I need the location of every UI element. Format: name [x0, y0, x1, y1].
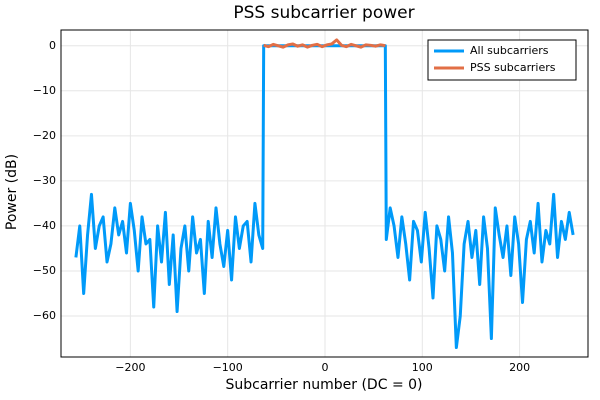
y-tick-label: −20: [33, 129, 56, 142]
y-tick-label: −60: [33, 309, 56, 322]
series-line: [263, 38, 386, 49]
legend-label: All subcarriers: [470, 44, 549, 57]
x-tick-label: 200: [509, 361, 530, 374]
chart-title: PSS subcarrier power: [233, 3, 414, 23]
legend-box: [427, 39, 577, 81]
plot-frame: [60, 29, 589, 358]
x-tick-label: 0: [321, 361, 328, 374]
y-tick-label: −50: [33, 264, 56, 277]
x-axis-label: Subcarrier number (DC = 0): [225, 377, 422, 393]
x-tick-label: −200: [115, 361, 145, 374]
y-tick-label: 0: [49, 39, 56, 52]
y-tick-label: −30: [33, 174, 56, 187]
y-tick-label: −10: [33, 84, 56, 97]
y-axis-label: Power (dB): [4, 154, 20, 230]
x-tick-label: 100: [412, 361, 433, 374]
y-tick-label: −40: [33, 219, 56, 232]
legend-label: PSS subcarriers: [470, 61, 556, 74]
x-tick-label: −100: [213, 361, 243, 374]
